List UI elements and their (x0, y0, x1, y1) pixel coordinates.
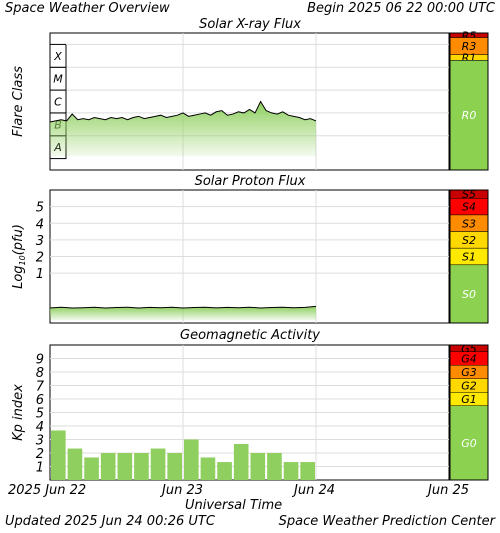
scale-label: S1 (462, 251, 476, 264)
kp-bar (250, 453, 266, 480)
scale-label: G3 (461, 366, 477, 379)
scale-label: G0 (461, 437, 477, 450)
kp-bar (100, 453, 116, 480)
page-title: Space Weather Overview (5, 1, 170, 16)
flux-area-fill (50, 306, 316, 321)
flare-class-label: M (53, 73, 63, 86)
y-tick-label: 2 (36, 251, 44, 266)
y-tick-label: 2 (36, 447, 44, 462)
y-tick-label: 6 (36, 393, 44, 408)
flare-class-box (49, 43, 67, 68)
scale-frame (449, 344, 489, 481)
scale-frame (449, 32, 489, 171)
kp-bar (283, 462, 299, 480)
proton-panel-title: Solar Proton Flux (194, 174, 306, 189)
kp-bar (134, 453, 149, 480)
y-tick-label: 4 (36, 420, 44, 435)
kp-bar (267, 453, 282, 480)
flare-class-label: C (54, 96, 62, 109)
scale-label: R0 (462, 109, 477, 122)
y-axis-label: Log10(pfu) (11, 224, 27, 289)
flux-area-fill (50, 101, 316, 157)
updated-time: Updated 2025 Jun 24 00:26 UTC (5, 514, 215, 529)
scale-band (449, 60, 489, 171)
kp-bar (217, 462, 232, 480)
geomag-panel-title: Geomagnetic Activity (180, 328, 320, 343)
y-tick-label: 1 (36, 267, 44, 282)
flare-class-label: X (53, 50, 62, 63)
kp-bar (117, 453, 133, 480)
xray-panel-title: Solar X-ray Flux (199, 17, 301, 32)
scale-label: G4 (461, 353, 477, 366)
scale-label: S3 (462, 217, 476, 230)
flux-line (49, 305, 317, 309)
y-tick-label: 5 (36, 201, 44, 216)
x-axis-label: Universal Time (185, 498, 283, 513)
y-tick-label: 3 (36, 234, 44, 249)
scale-label: R3 (462, 40, 477, 53)
kp-bar (200, 457, 216, 480)
kp-bar (184, 439, 199, 480)
scale-label: S4 (462, 201, 476, 214)
y-tick-label: 3 (36, 434, 44, 449)
begin-time: Begin 2025 06 22 00:00 UTC (307, 1, 495, 16)
y-tick-label: 4 (36, 217, 44, 232)
y-axis-label: Kp index (11, 384, 26, 441)
scale-label: G2 (461, 380, 477, 393)
y-tick-label: 5 (36, 407, 44, 422)
y-tick-label: 7 (36, 380, 45, 395)
scale-frame (449, 189, 489, 324)
scale-label: G1 (461, 393, 477, 406)
y-tick-label: 1 (36, 461, 44, 476)
kp-bar (300, 462, 315, 480)
flux-line (49, 100, 317, 123)
y-axis-label: Flare Class (11, 66, 26, 137)
time-label-jun24: Jun 24 (294, 483, 335, 498)
time-label-jun25: Jun 25 (428, 483, 469, 498)
prediction-center: Space Weather Prediction Center (278, 514, 495, 529)
kp-bar (51, 430, 66, 480)
y-tick-label: 8 (36, 366, 44, 381)
y-tick-label: 9 (36, 353, 44, 368)
time-label-jun22: 2025 Jun 22 (8, 483, 87, 498)
kp-bar (167, 453, 182, 480)
kp-bar (233, 443, 249, 480)
kp-bar (84, 457, 99, 480)
scale-label: S0 (462, 288, 476, 301)
scale-label: S2 (462, 234, 476, 247)
scale-label: S5 (462, 188, 476, 201)
time-label-jun23: Jun 23 (162, 483, 203, 498)
kp-bar (150, 448, 166, 480)
kp-bar (67, 448, 83, 480)
